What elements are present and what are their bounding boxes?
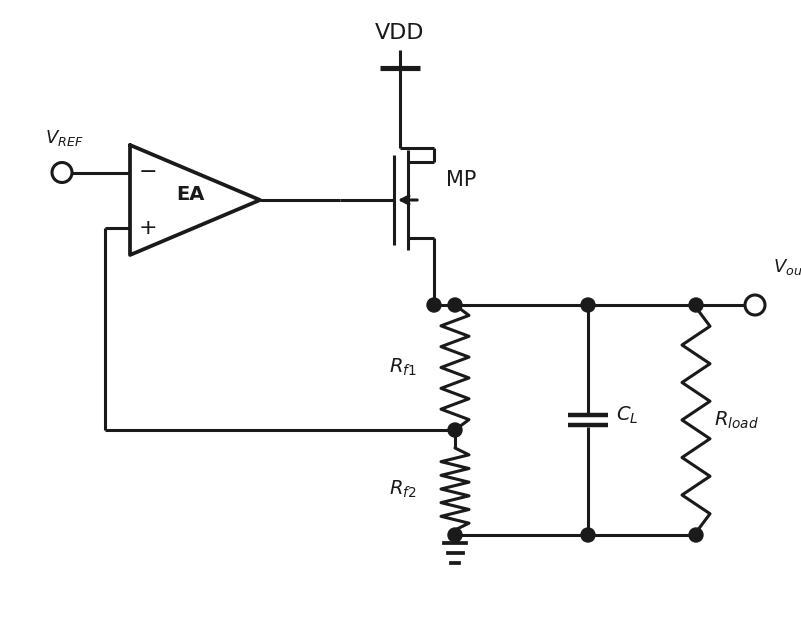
Text: $C_L$: $C_L$ xyxy=(616,404,638,426)
Text: MP: MP xyxy=(446,170,477,190)
Text: −: − xyxy=(139,163,157,182)
Text: $R_{load}$: $R_{load}$ xyxy=(714,410,759,431)
Circle shape xyxy=(448,528,462,542)
Text: $V_{out}$: $V_{out}$ xyxy=(773,257,801,277)
Text: VDD: VDD xyxy=(375,23,425,43)
Circle shape xyxy=(689,528,703,542)
Text: $R_{f1}$: $R_{f1}$ xyxy=(389,357,417,378)
Circle shape xyxy=(689,298,703,312)
Text: $R_{f2}$: $R_{f2}$ xyxy=(389,478,417,500)
Circle shape xyxy=(581,528,595,542)
Circle shape xyxy=(581,298,595,312)
Text: +: + xyxy=(139,218,157,237)
Text: EA: EA xyxy=(175,186,204,205)
Circle shape xyxy=(448,298,462,312)
Text: $V_{REF}$: $V_{REF}$ xyxy=(45,127,83,147)
Circle shape xyxy=(448,423,462,437)
Circle shape xyxy=(427,298,441,312)
